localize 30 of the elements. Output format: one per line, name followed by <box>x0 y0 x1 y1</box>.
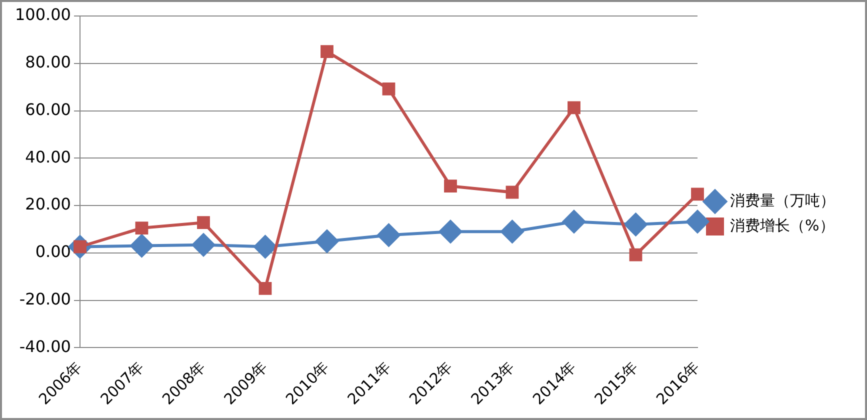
point <box>192 233 215 256</box>
point <box>444 180 457 193</box>
point <box>377 224 400 247</box>
point <box>629 248 642 262</box>
y-tick-label: 100.00 <box>15 5 71 24</box>
point <box>438 220 462 244</box>
point <box>686 210 709 234</box>
point <box>568 101 580 114</box>
point <box>691 188 704 201</box>
y-tick-label: 80.00 <box>25 52 71 72</box>
y-tick-label: -40.00 <box>19 336 71 356</box>
point <box>382 82 396 96</box>
y-tick-label: 60.00 <box>25 100 71 119</box>
point <box>506 186 519 199</box>
y-tick-label: 40.00 <box>25 147 71 166</box>
point <box>258 282 272 295</box>
point <box>500 220 524 244</box>
y-tick-label: 20.00 <box>25 194 71 214</box>
y-tick-label: -20.00 <box>19 289 71 308</box>
y-tick-label: 0.00 <box>35 242 71 262</box>
legend-label: 消费增长（%） <box>730 216 834 234</box>
point <box>624 212 648 236</box>
point <box>197 216 210 230</box>
point <box>315 230 338 253</box>
point <box>254 235 277 258</box>
point <box>135 222 148 234</box>
point <box>130 234 154 258</box>
legend-label: 消费量（万吨） <box>730 191 835 210</box>
point <box>562 210 586 234</box>
point <box>320 45 334 58</box>
